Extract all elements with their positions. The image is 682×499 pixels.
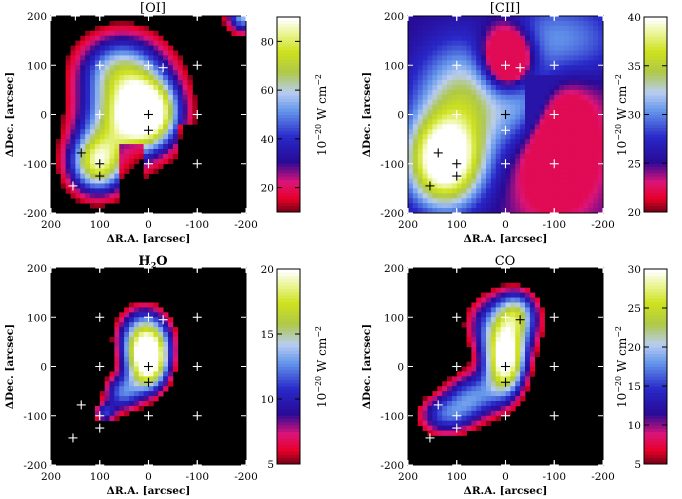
- colorbar-tick-label: 80: [261, 36, 274, 48]
- y-tick-label: 100: [384, 60, 404, 72]
- x-tick-label: -200: [234, 471, 258, 483]
- y-axis-label: ΔDec. [arcsec]: [361, 72, 373, 157]
- y-axis-label: ΔDec. [arcsec]: [361, 324, 373, 409]
- x-tick-label: 0: [502, 471, 509, 483]
- y-tick-label: 200: [27, 11, 47, 23]
- panel-title: H2O: [138, 254, 167, 270]
- y-axis-label: ΔDec. [arcsec]: [4, 72, 16, 157]
- y-tick-label: 0: [397, 110, 404, 122]
- x-tick-label: 200: [41, 219, 61, 231]
- colorbar-label: 10−20 W cm−2: [614, 326, 629, 408]
- markers: [425, 11, 559, 218]
- colorbar-tick-label: 60: [261, 85, 274, 97]
- x-tick-label: 100: [447, 219, 467, 231]
- colorbar-tick-label: 25: [628, 303, 641, 315]
- y-tick-label: 100: [27, 312, 47, 324]
- x-tick-label: 100: [90, 219, 110, 231]
- heatmap-image: [51, 16, 247, 213]
- colorbar-tick-label: 15: [261, 329, 274, 341]
- colorbar-tick-label: 15: [628, 381, 641, 393]
- x-axis-label: ΔR.A. [arcsec]: [107, 485, 191, 497]
- x-tick-label: -200: [234, 219, 258, 231]
- colorbar-tick-label: 20: [628, 207, 641, 219]
- y-tick-label: -200: [380, 460, 404, 472]
- x-tick-label: 0: [145, 219, 152, 231]
- y-tick-label: -100: [23, 159, 47, 171]
- colorbar-tick-label: 30: [628, 264, 641, 276]
- colorbar-tick-label: 5: [267, 459, 274, 471]
- colorbar: 20 15 10 5 10−20 W cm−2: [261, 264, 329, 471]
- y-tick-label: 0: [40, 110, 47, 122]
- x-tick-label: -100: [542, 219, 566, 231]
- x-tick-label: 100: [90, 471, 110, 483]
- y-tick-label: 0: [397, 362, 404, 374]
- x-tick-label: 100: [447, 471, 467, 483]
- y-tick-label: 0: [40, 362, 47, 374]
- y-tick-label: 200: [27, 263, 47, 275]
- x-tick-label: 0: [502, 219, 509, 231]
- panel-title: CO: [495, 254, 516, 269]
- x-axis-label: ΔR.A. [arcsec]: [464, 233, 548, 245]
- colorbar-tick-label: 20: [261, 183, 274, 195]
- x-tick-label: 200: [398, 219, 418, 231]
- x-axis-label: ΔR.A. [arcsec]: [464, 485, 548, 497]
- colorbar-tick-label: 20: [261, 264, 274, 276]
- x-tick-label: -200: [591, 471, 615, 483]
- colorbar-tick-label: 40: [628, 12, 641, 24]
- panel-title: [OI]: [140, 1, 166, 16]
- colorbar-tick-label: 40: [261, 134, 274, 146]
- colorbar-label: 10−20 W cm−2: [614, 74, 629, 156]
- markers: [425, 263, 559, 470]
- markers: [68, 263, 202, 470]
- colorbar: 40 35 30 25 20 10−20 W cm−2: [614, 12, 668, 219]
- y-tick-label: -100: [380, 159, 404, 171]
- y-tick-label: -100: [380, 411, 404, 423]
- colorbar: 80 60 40 20 10−20 W cm−2: [261, 16, 329, 213]
- y-tick-label: -100: [23, 411, 47, 423]
- x-tick-label: 0: [145, 471, 152, 483]
- x-tick-label: -200: [591, 219, 615, 231]
- x-axis-label: ΔR.A. [arcsec]: [107, 233, 191, 245]
- colorbar-label: 10−20 W cm−2: [314, 74, 329, 156]
- colorbar-label: 10−20 W cm−2: [314, 326, 329, 408]
- x-tick-label: 200: [41, 471, 61, 483]
- colorbar-tick-label: 35: [628, 61, 641, 73]
- y-axis-label: ΔDec. [arcsec]: [4, 324, 16, 409]
- x-tick-label: 200: [398, 471, 418, 483]
- y-tick-label: 200: [384, 263, 404, 275]
- y-tick-label: -200: [380, 208, 404, 220]
- x-tick-label: -100: [185, 219, 209, 231]
- y-tick-label: 200: [384, 11, 404, 23]
- colorbar-tick-label: 30: [628, 110, 641, 122]
- colorbar-tick-label: 5: [634, 459, 641, 471]
- y-tick-label: -200: [23, 208, 47, 220]
- panel-title: [CII]: [490, 1, 520, 16]
- y-tick-label: -200: [23, 460, 47, 472]
- colorbar-tick-label: 10: [628, 420, 641, 432]
- colorbar-tick-label: 20: [628, 342, 641, 354]
- colorbar-tick-label: 25: [628, 158, 641, 170]
- colorbar-tick-label: 10: [261, 394, 274, 406]
- colorbar: 30 25 20 15 10 5 10−20 W cm−2: [614, 264, 668, 471]
- y-tick-label: 100: [384, 312, 404, 324]
- markers: [68, 11, 202, 218]
- x-tick-label: -100: [542, 471, 566, 483]
- y-tick-label: 100: [27, 60, 47, 72]
- x-tick-label: -100: [185, 471, 209, 483]
- heatmap-image: [408, 16, 604, 214]
